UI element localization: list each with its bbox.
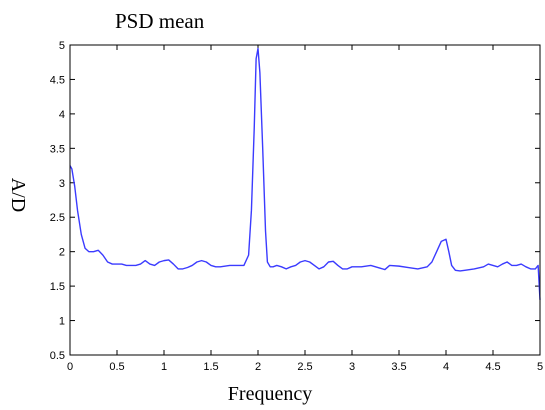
series-line <box>69 47 541 300</box>
axis-tick-labels: 0 0.5 1 1.5 2 2.5 3 3.5 4 4.5 50.511.522.533.544.5… <box>50 40 543 373</box>
x-tick-label: 5 <box>537 361 543 373</box>
y-axis-label: A/D <box>7 178 29 212</box>
series-lines <box>69 47 541 300</box>
x-tick-label: 1 <box>161 361 167 373</box>
x-axis-label: Frequency <box>228 383 312 405</box>
axis-ticks <box>69 44 541 356</box>
x-tick-label: 1.5 <box>203 361 218 373</box>
x-tick-label: 3.5 <box>391 361 406 373</box>
y-tick-label: 2 <box>59 247 65 259</box>
x-tick-label: 4.5 <box>485 361 500 373</box>
plot-frame <box>69 44 541 356</box>
y-tick-label: 1 <box>59 316 65 328</box>
y-tick-label: 1.5 <box>50 281 65 293</box>
x-tick-label: 0 <box>67 361 73 373</box>
x-tick-label: 0.5 <box>109 361 124 373</box>
y-tick-label: 4 <box>59 109 65 121</box>
y-tick-label: 3 <box>59 178 65 190</box>
y-tick-label: 2.5 <box>50 212 65 224</box>
y-tick-label: 5 <box>59 40 65 52</box>
y-tick-label: 4.5 <box>50 74 65 86</box>
x-tick-label: 2.5 <box>297 361 312 373</box>
x-tick-label: 4 <box>443 361 449 373</box>
y-tick-label: 0.5 <box>50 350 65 362</box>
chart-title: PSD mean <box>115 9 205 33</box>
x-tick-label: 3 <box>349 361 355 373</box>
y-tick-label: 3.5 <box>50 143 65 155</box>
x-tick-label: 2 <box>255 361 261 373</box>
